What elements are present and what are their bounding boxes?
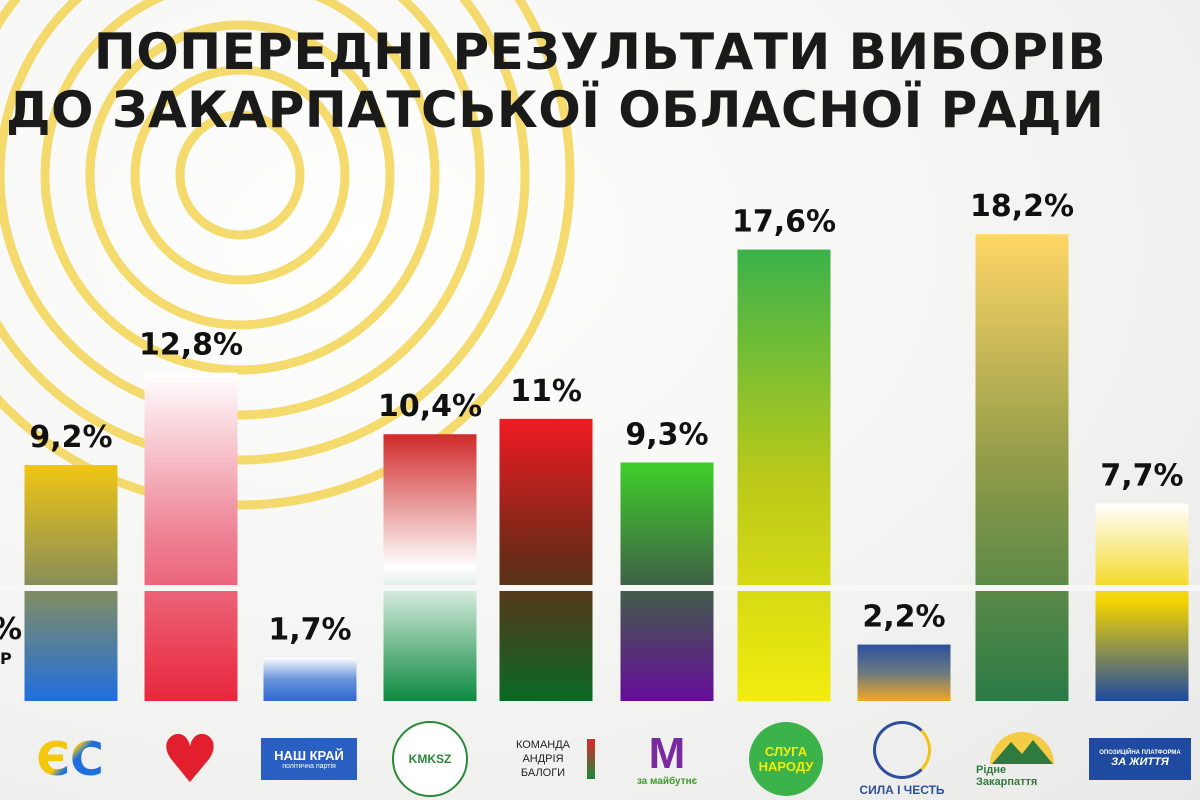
- logo-ridne-zakarpattia: Рідне Закарпаття: [976, 718, 1068, 800]
- logo-sluha-narodu-text: СЛУГА НАРОДУ: [758, 744, 814, 774]
- logo-kmksz: KMKSZ: [382, 718, 478, 800]
- logo-es: ЄС: [22, 718, 118, 800]
- logo-syla-i-chest-text: СИЛА І ЧЕСТЬ: [859, 783, 945, 797]
- value-label-2: 1,7%: [268, 612, 351, 647]
- logo-opzzh-sub: ЗА ЖИТТЯ: [1111, 756, 1169, 768]
- separator-line: [0, 585, 1200, 591]
- chart-title-line-1: ПОПЕРЕДНІ РЕЗУЛЬТАТИ ВИБОРІВ: [93, 23, 1107, 81]
- value-label-1: 12,8%: [139, 328, 243, 363]
- bar-6: [737, 249, 831, 701]
- bar-7: [857, 644, 951, 701]
- logo-za-maibutnie-sub: за майбутнє: [636, 775, 698, 787]
- value-label-3: 10,4%: [378, 389, 482, 424]
- value-label-4: 11%: [510, 374, 582, 409]
- logo-za-maibutnie: M за майбутнє: [620, 718, 714, 800]
- logo-komanda-flag: [587, 739, 595, 779]
- bar-3: [383, 434, 477, 701]
- value-label-8: 18,2%: [970, 189, 1074, 224]
- logo-opzzh-text: ОПОЗИЦІЙНА ПЛАТФОРМА: [1099, 750, 1181, 756]
- bar-1: [144, 372, 238, 701]
- logo-nash-krai-text: НАШ КРАЙ: [274, 748, 344, 763]
- value-label-0: 9,2%: [29, 420, 112, 455]
- logo-sluha-narodu: СЛУГА НАРОДУ: [740, 718, 832, 800]
- logo-komanda-baloha: КОМАНДА АНДРІЯ БАЛОГИ: [498, 718, 600, 800]
- logo-za-maibutnie-mark: M: [648, 728, 686, 778]
- logo-syla-i-chest: СИЛА І ЧЕСТЬ: [850, 718, 954, 800]
- logo-ridne-zakarpattia-text: Рідне Закарпаття: [976, 764, 1038, 788]
- logo-batkivshchyna: ♥: [142, 718, 238, 800]
- bar-2: [263, 657, 357, 701]
- logo-opzzh: ОПОЗИЦІЙНА ПЛАТФОРМА ЗА ЖИТТЯ: [1088, 718, 1192, 800]
- bar-0: [24, 465, 118, 701]
- value-label-6: 17,6%: [732, 205, 836, 240]
- bar-8: [975, 234, 1069, 702]
- bar-5: [620, 462, 714, 701]
- logo-es-text: ЄС: [36, 732, 104, 786]
- edge-partial-label: % Р: [0, 612, 22, 668]
- heart-icon: ♥: [160, 720, 220, 798]
- value-label-5: 9,3%: [625, 417, 708, 452]
- edge-partial-sub: Р: [0, 649, 12, 668]
- value-label-9: 7,7%: [1100, 458, 1183, 493]
- logo-komanda-baloha-text: КОМАНДА АНДРІЯ БАЛОГИ: [515, 739, 571, 779]
- value-label-7: 2,2%: [862, 600, 945, 635]
- chart-title-line-2: ДО ЗАКАРПАТСЬКОЇ ОБЛАСНОЇ РАДИ: [6, 81, 1105, 139]
- logo-syla-circle: [873, 721, 931, 779]
- mountain-icon: [990, 732, 1054, 764]
- logo-nash-krai-sub: політична партія: [282, 763, 336, 770]
- bar-9: [1095, 503, 1189, 701]
- edge-partial-value: %: [0, 612, 22, 647]
- bar-4: [499, 418, 593, 701]
- bar-chart: 9,2% 12,8% 1,7% 10,4% 11% 9,3% 17,6% 2,2% 18,2% 7…: [0, 189, 1200, 702]
- logo-kmksz-text: KMKSZ: [408, 752, 452, 766]
- logo-nash-krai: НАШ КРАЙ політична партія: [260, 718, 358, 800]
